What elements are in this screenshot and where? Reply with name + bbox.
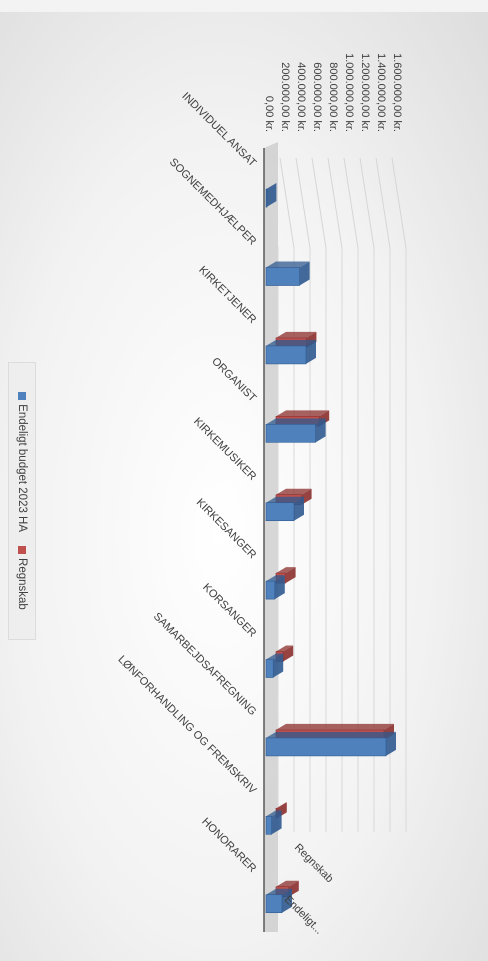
- bar-regnskab-3-top: [276, 410, 330, 417]
- bar-budget-4-top: [266, 496, 304, 503]
- gridline-slant: [327, 157, 343, 249]
- bar-regnskab-4-top: [276, 488, 312, 495]
- category-label: INDIVIDUEL ANSAT: [179, 90, 258, 169]
- bar-regnskab-5-top: [276, 567, 296, 574]
- bar-budget-0-side: [266, 183, 277, 208]
- bar-regnskab-2-top: [276, 331, 317, 338]
- bar-budget-8-side: [271, 810, 282, 835]
- legend-item-budget: Endeligt budget 2023 HA: [16, 392, 28, 532]
- gridline-slant: [343, 157, 359, 249]
- bar-budget-1-side: [299, 261, 310, 286]
- gridline-slant: [295, 157, 311, 249]
- legend-label-regnskab: Regnskab: [16, 558, 28, 610]
- y-tick-label: 600.000,00 kr.: [311, 62, 323, 132]
- bar-budget-4-side: [294, 496, 304, 521]
- bar-budget-9-front: [265, 894, 283, 914]
- bar-budget-2-top: [266, 339, 316, 346]
- y-tick-label: 1.400.000,00 kr.: [375, 53, 387, 132]
- bar-budget-2-front: [265, 345, 307, 365]
- y-tick-label: 1.200.000,00 kr.: [359, 53, 371, 132]
- bar-regnskab-4-side: [301, 488, 312, 505]
- bar-budget-8-top: [266, 810, 282, 817]
- y-tick-label: 200.000,00 kr.: [279, 62, 291, 132]
- y-tick-label: 800.000,00 kr.: [327, 62, 339, 132]
- bar-budget-0-top: [266, 183, 277, 190]
- bar-budget-6-front: [265, 659, 274, 678]
- y-tick-label: 400.000,00 kr.: [295, 62, 307, 132]
- bar-budget-8-front: [265, 816, 272, 835]
- bar-budget-4-front: [265, 502, 295, 522]
- bar-budget-9-side: [282, 888, 292, 913]
- bar-regnskab-6-top: [276, 645, 294, 652]
- bar-regnskab-6-side: [283, 645, 294, 662]
- bar-budget-2-side: [306, 339, 316, 364]
- bar-regnskab-5-side: [285, 567, 296, 584]
- category-label: KIRKETJENER: [196, 264, 258, 326]
- legend-swatch-budget: [18, 392, 26, 401]
- category-label: KORSANGER: [200, 581, 258, 639]
- category-label: HONORARER: [199, 816, 258, 875]
- category-label: LØNFORHANDLING OG FREMSKRIV: [115, 654, 258, 797]
- gridline-slant: [375, 157, 391, 249]
- bar-budget-5-front: [265, 580, 276, 600]
- y-tick-label: 1.000.000,00 kr.: [343, 53, 355, 132]
- bar-budget-3-front: [265, 424, 316, 443]
- bar-regnskab-7-top: [276, 723, 394, 730]
- bar-regnskab-8-top: [276, 802, 287, 809]
- depth-label-budget: Endeligt...: [282, 894, 325, 937]
- legend-label-budget: Endeligt budget 2023 HA: [16, 404, 28, 533]
- bar-budget-1-top: [266, 261, 310, 268]
- bar-budget-5-top: [266, 575, 285, 582]
- gridline-slant: [391, 157, 407, 249]
- gridline-slant: [359, 157, 375, 249]
- bar-budget-7-side: [386, 731, 396, 756]
- category-label: KIRKEMUSIKER: [191, 416, 258, 483]
- bar-budget-7-top: [266, 731, 396, 738]
- bar-budget-3-top: [266, 418, 326, 425]
- bar-regnskab-9-top: [276, 880, 299, 887]
- gridline-slant: [279, 157, 295, 249]
- y-tick-label: 0,00 kr.: [263, 96, 275, 132]
- bar-budget-1-front: [265, 267, 300, 286]
- chart-area: 0,00 kr. 200.000,00 kr. 400.000,00 kr. 600.…: [0, 12, 488, 961]
- bar-budget-6-top: [266, 653, 284, 660]
- category-label: KIRKESANGER: [194, 497, 259, 562]
- bar-budget-3-side: [315, 418, 326, 443]
- gridline-slant: [311, 157, 327, 249]
- bar-budget-7-front: [265, 737, 387, 757]
- y-tick-label: 1.600.000,00 kr.: [391, 53, 403, 132]
- legend-item-regnskab: Regnskab: [16, 546, 28, 610]
- category-label: SOGNEMEDHJÆLPER: [167, 156, 259, 248]
- legend-swatch-regnskab: [18, 546, 26, 555]
- bar-budget-5-side: [274, 575, 285, 600]
- bar-budget-6-side: [273, 653, 284, 678]
- depth-label-regnskab: Regnskab: [292, 842, 336, 886]
- category-label: ORGANIST: [209, 355, 258, 404]
- bar-chart: 0,00 kr. 200.000,00 kr. 400.000,00 kr. 600.…: [115, 53, 407, 937]
- bar-budget-9-top: [266, 888, 292, 895]
- chart-legend: Endeligt budget 2023 HA Regnskab: [8, 362, 36, 640]
